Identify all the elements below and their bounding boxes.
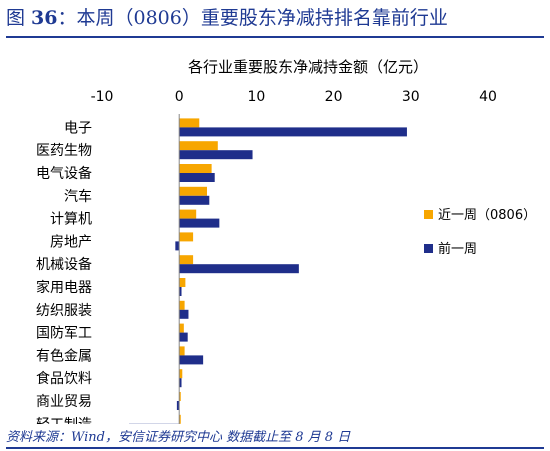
figure-number: 36	[31, 7, 58, 29]
x-tick-label: -10	[91, 89, 114, 105]
bar-prior-week	[179, 309, 189, 319]
bar-recent-week	[179, 278, 186, 287]
x-tick-label: 20	[325, 89, 343, 105]
category-label: 房地产	[50, 234, 92, 250]
title-divider	[6, 36, 544, 38]
x-tick-label: 10	[247, 89, 265, 105]
bar-prior-week	[179, 264, 299, 274]
legend-swatch	[424, 244, 433, 253]
chart-title: 各行业重要股东净减持金额（亿元）	[188, 58, 428, 76]
bar-prior-week	[179, 218, 220, 228]
bar-recent-week	[179, 255, 194, 265]
bar-prior-week	[179, 173, 215, 182]
category-label: 有色金属	[36, 347, 92, 364]
category-label: 汽车	[64, 188, 92, 205]
bar-prior-week	[179, 195, 210, 205]
bar-prior-week	[179, 378, 182, 388]
x-tick-label: 40	[479, 89, 497, 105]
x-tick-label: 0	[175, 89, 184, 105]
bar-recent-week	[179, 141, 218, 151]
bar-prior-week	[179, 355, 204, 365]
bar-recent-week	[179, 323, 184, 333]
category-label: 轻工制造	[36, 417, 92, 424]
bar-prior-week	[175, 241, 180, 251]
category-label: 计算机	[50, 212, 92, 228]
bottom-divider	[6, 447, 544, 449]
category-label: 电气设备	[36, 165, 92, 182]
bar-chart: 各行业重要股东净减持金额（亿元） -10 0 10 20 30 40 电子医药生物电气设备汽车…	[36, 58, 536, 424]
category-label: 医药生物	[36, 143, 92, 159]
figure-title: 图 36：本周（0806）重要股东净减持排名靠前行业	[6, 2, 544, 34]
category-label: 电子	[64, 120, 92, 136]
bar-prior-week	[179, 127, 407, 137]
bar-prior-week	[179, 332, 188, 342]
category-label: 食品饮料	[36, 370, 92, 387]
legend-label: 前一周	[438, 241, 477, 257]
bar-recent-week	[179, 369, 183, 379]
category-label: 机械设备	[36, 256, 92, 273]
bar-recent-week	[179, 300, 185, 310]
bar-prior-week	[176, 401, 180, 410]
figure-title-text: ：本周（0806）重要股东净减持排名靠前行业	[57, 7, 448, 29]
category-label: 国防军工	[36, 326, 92, 342]
bar-prior-week	[179, 150, 253, 160]
x-tick-label: 30	[402, 89, 420, 105]
bar-recent-week	[179, 232, 194, 242]
bar-recent-week	[179, 346, 185, 356]
source-note: 资料来源：Wind，安信证券研究中心 数据截止至 8 月 8 日	[6, 430, 351, 445]
bar-recent-week	[179, 392, 181, 401]
figure-title-prefix: 图	[6, 7, 32, 29]
bar-recent-week	[179, 209, 197, 219]
bar-recent-week	[179, 164, 212, 173]
bar-recent-week	[179, 186, 207, 196]
legend-swatch	[424, 210, 433, 219]
bar-recent-week	[179, 118, 200, 128]
category-label: 商业贸易	[36, 394, 92, 410]
category-label: 纺织服装	[36, 303, 92, 319]
legend-label: 近一周（0806）	[438, 208, 536, 223]
bar-recent-week	[179, 414, 181, 424]
bar-prior-week	[179, 287, 182, 296]
category-label: 家用电器	[36, 279, 92, 296]
